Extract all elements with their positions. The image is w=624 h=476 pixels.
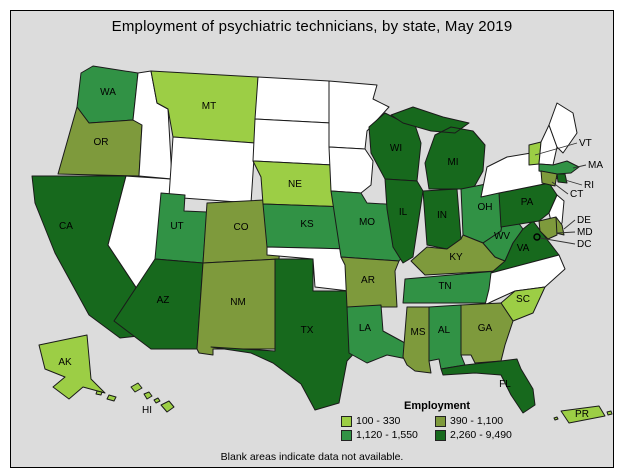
state-label-DC: DC — [577, 239, 591, 250]
state-label-AK: AK — [58, 357, 72, 368]
legend-grid: 100 - 330 390 - 1,100 1,120 - 1,550 2,26… — [341, 415, 533, 441]
state-label-HI: HI — [142, 405, 152, 416]
leader-line-DE — [563, 219, 576, 230]
leader-line-MD — [556, 231, 576, 234]
leader-line-DC — [539, 237, 576, 245]
state-label-NM: NM — [230, 297, 246, 308]
legend-item: 1,120 - 1,550 — [341, 429, 429, 441]
legend-label: 100 - 330 — [356, 415, 401, 427]
state-MD[interactable] — [538, 216, 558, 240]
state-label-AL: AL — [438, 325, 451, 336]
state-label-FL: FL — [499, 379, 511, 390]
state-FL[interactable] — [440, 358, 536, 414]
state-PR[interactable] — [553, 405, 613, 424]
state-label-OR: OR — [94, 137, 109, 148]
state-label-MI: MI — [447, 157, 458, 168]
legend-label: 390 - 1,100 — [450, 415, 504, 427]
leader-line-CT — [551, 181, 569, 195]
legend-swatch-class-1 — [341, 415, 352, 427]
legend-swatch-class-4 — [435, 429, 446, 441]
state-label-IL: IL — [399, 207, 408, 218]
state-label-SC: SC — [516, 294, 530, 305]
state-RI[interactable] — [556, 173, 568, 184]
state-label-VT: VT — [579, 138, 592, 149]
state-label-TX: TX — [301, 325, 314, 336]
state-label-UT: UT — [170, 221, 183, 232]
state-label-PA: PA — [521, 197, 534, 208]
leader-line-MA — [572, 164, 587, 169]
state-label-WA: WA — [100, 87, 116, 98]
state-IL[interactable] — [384, 178, 424, 264]
state-label-TN: TN — [438, 281, 451, 292]
legend-item: 390 - 1,100 — [435, 415, 539, 427]
map-panel: Employment of psychiatric technicians, b… — [10, 10, 614, 468]
legend-label: 2,260 - 9,490 — [450, 429, 512, 441]
state-label-WI: WI — [390, 143, 402, 154]
state-label-GA: GA — [478, 323, 493, 334]
state-AR[interactable] — [340, 256, 400, 308]
state-label-VA: VA — [517, 243, 530, 254]
state-label-OH: OH — [478, 202, 493, 213]
state-label-KS: KS — [300, 219, 314, 230]
legend-heading: Employment — [403, 400, 470, 412]
state-label-DE: DE — [577, 215, 591, 226]
state-label-MO: MO — [359, 217, 375, 228]
state-MI[interactable] — [390, 106, 486, 190]
state-WY[interactable] — [168, 136, 256, 204]
footnote: Blank areas indicate data not available. — [220, 451, 404, 463]
state-label-MS: MS — [411, 327, 426, 338]
state-label-MD: MD — [577, 227, 593, 238]
legend-item: 2,260 - 9,490 — [435, 429, 539, 441]
legend-swatch-class-3 — [341, 429, 352, 441]
state-label-NE: NE — [288, 179, 302, 190]
state-AZ[interactable] — [113, 258, 204, 350]
state-label-MA: MA — [588, 160, 603, 171]
state-SD[interactable] — [252, 118, 334, 166]
state-WI[interactable] — [368, 112, 422, 182]
us-map: WA OR CA MT UT CO AZ NM NE KS TX MO AR LA WI IL MI IN OH KY… — [31, 65, 613, 424]
page-title: Employment of psychiatric technicians, b… — [111, 18, 513, 35]
legend-swatch-class-2 — [435, 415, 446, 427]
state-label-MT: MT — [202, 101, 216, 112]
legend-item: 100 - 330 — [341, 415, 429, 427]
state-IA[interactable] — [328, 146, 374, 194]
state-label-LA: LA — [359, 323, 372, 334]
legend: Employment 100 - 330 390 - 1,100 1,120 -… — [341, 400, 533, 441]
state-HI[interactable] — [130, 382, 175, 413]
leader-line-VT — [534, 142, 578, 156]
state-MS[interactable] — [402, 306, 432, 374]
state-AK[interactable] — [38, 334, 117, 402]
state-label-IN: IN — [437, 210, 447, 221]
state-TX[interactable] — [210, 258, 364, 411]
state-label-CA: CA — [59, 221, 73, 232]
legend-label: 1,120 - 1,550 — [356, 429, 418, 441]
state-ME[interactable] — [548, 102, 578, 154]
state-AL[interactable] — [428, 304, 466, 370]
state-label-KY: KY — [449, 252, 463, 263]
state-DC-dot[interactable] — [533, 233, 541, 241]
state-LA[interactable] — [346, 304, 408, 364]
state-label-CT: CT — [570, 189, 583, 200]
state-label-AZ: AZ — [157, 295, 170, 306]
state-label-AR: AR — [361, 275, 375, 286]
state-label-RI: RI — [584, 180, 594, 191]
state-label-CO: CO — [234, 222, 249, 233]
leader-line-RI — [564, 179, 583, 186]
state-label-WV: WV — [494, 231, 510, 242]
state-label-PR: PR — [575, 409, 589, 420]
state-ND[interactable] — [254, 76, 332, 124]
